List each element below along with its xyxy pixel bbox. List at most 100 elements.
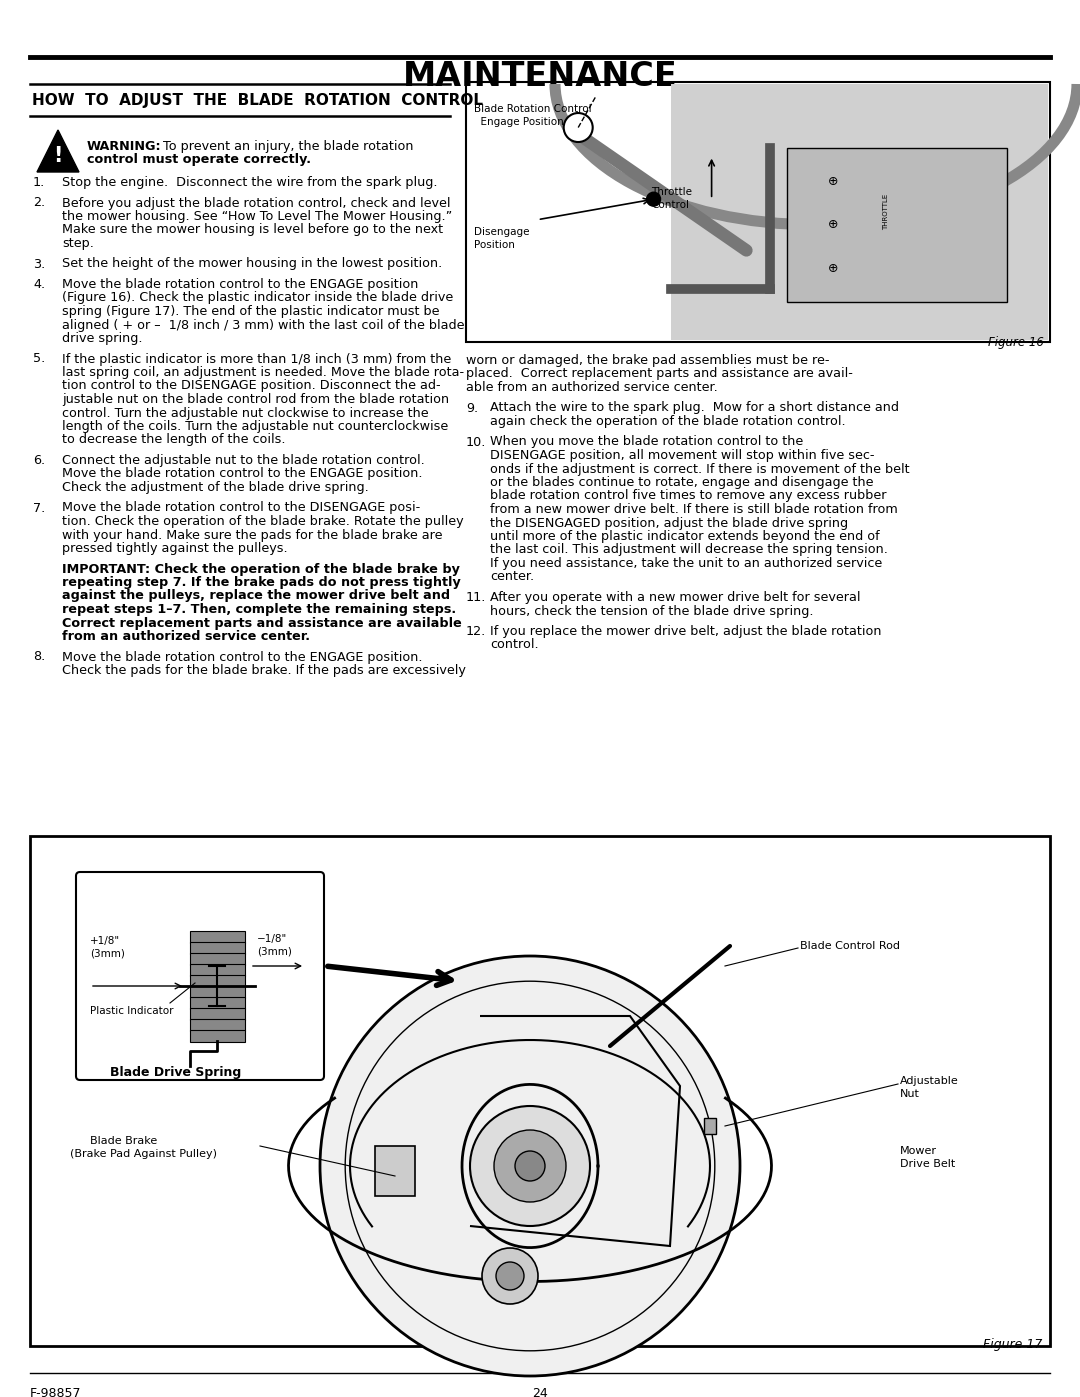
Text: Blade Control Rod: Blade Control Rod	[800, 942, 900, 951]
Text: spring (Figure 17). The end of the plastic indicator must be: spring (Figure 17). The end of the plast…	[62, 305, 440, 319]
Text: Position: Position	[474, 240, 515, 250]
Text: from a new mower drive belt. If there is still blade rotation from: from a new mower drive belt. If there is…	[490, 503, 897, 515]
Bar	[190, 930, 245, 943]
Text: (3mm): (3mm)	[257, 947, 292, 957]
Text: 7.: 7.	[33, 502, 45, 514]
Text: Check the adjustment of the blade drive spring.: Check the adjustment of the blade drive …	[62, 481, 368, 495]
Text: 24: 24	[532, 1387, 548, 1397]
Text: the mower housing. See “How To Level The Mower Housing.”: the mower housing. See “How To Level The…	[62, 210, 453, 224]
Text: Move the blade rotation control to the ENGAGE position.: Move the blade rotation control to the E…	[62, 468, 422, 481]
Text: with your hand. Make sure the pads for the blade brake are: with your hand. Make sure the pads for t…	[62, 528, 443, 542]
Text: tion control to the DISENGAGE position. Disconnect the ad-: tion control to the DISENGAGE position. …	[62, 380, 441, 393]
Text: Attach the wire to the spark plug.  Mow for a short distance and: Attach the wire to the spark plug. Mow f…	[490, 401, 899, 415]
Bar	[190, 997, 245, 1009]
Text: Throttle: Throttle	[651, 187, 692, 197]
Text: 10.: 10.	[465, 436, 486, 448]
Bar	[190, 1030, 245, 1042]
Text: Mower: Mower	[900, 1146, 937, 1155]
Text: 1.: 1.	[33, 176, 45, 189]
Circle shape	[564, 113, 593, 142]
Text: center.: center.	[490, 570, 535, 584]
Text: step.: step.	[62, 237, 94, 250]
Text: placed.  Correct replacement parts and assistance are avail-: placed. Correct replacement parts and as…	[465, 367, 853, 380]
Bar	[375, 1146, 415, 1196]
Text: tion. Check the operation of the blade brake. Rotate the pulley: tion. Check the operation of the blade b…	[62, 515, 463, 528]
Text: from an authorized service center.: from an authorized service center.	[62, 630, 310, 643]
Text: control. Turn the adjustable nut clockwise to increase the: control. Turn the adjustable nut clockwi…	[62, 407, 429, 419]
Text: 6.: 6.	[33, 454, 45, 467]
Text: control must operate correctly.: control must operate correctly.	[87, 154, 311, 166]
Bar	[190, 964, 245, 977]
Text: drive spring.: drive spring.	[62, 332, 143, 345]
Bar	[671, 84, 1048, 339]
Text: Connect the adjustable nut to the blade rotation control.: Connect the adjustable nut to the blade …	[62, 454, 424, 467]
Text: repeat steps 1–7. Then, complete the remaining steps.: repeat steps 1–7. Then, complete the rem…	[62, 604, 456, 616]
Bar	[190, 953, 245, 965]
Text: able from an authorized service center.: able from an authorized service center.	[465, 381, 718, 394]
Text: !: !	[53, 147, 63, 166]
Text: Engage Position: Engage Position	[474, 117, 564, 127]
Text: Before you adjust the blade rotation control, check and level: Before you adjust the blade rotation con…	[62, 197, 450, 210]
Text: last spring coil, an adjustment is needed. Move the blade rota-: last spring coil, an adjustment is neede…	[62, 366, 464, 379]
Text: MAINTENANCE: MAINTENANCE	[403, 60, 677, 92]
Circle shape	[647, 193, 661, 207]
Bar	[787, 148, 1008, 302]
Text: 2.: 2.	[33, 197, 45, 210]
Text: hours, check the tension of the blade drive spring.: hours, check the tension of the blade dr…	[490, 605, 813, 617]
Text: 4.: 4.	[33, 278, 45, 291]
Circle shape	[482, 1248, 538, 1303]
Text: Move the blade rotation control to the ENGAGE position.: Move the blade rotation control to the E…	[62, 651, 422, 664]
Text: DISENGAGE position, all movement will stop within five sec-: DISENGAGE position, all movement will st…	[490, 448, 875, 462]
Text: Blade Rotation Control: Blade Rotation Control	[474, 103, 592, 115]
FancyBboxPatch shape	[76, 872, 324, 1080]
Text: (Figure 16). Check the plastic indicator inside the blade drive: (Figure 16). Check the plastic indicator…	[62, 292, 454, 305]
Text: 8.: 8.	[33, 651, 45, 664]
Text: After you operate with a new mower drive belt for several: After you operate with a new mower drive…	[490, 591, 861, 604]
Text: blade rotation control five times to remove any excess rubber: blade rotation control five times to rem…	[490, 489, 887, 503]
Text: +1/8": +1/8"	[90, 936, 120, 946]
Circle shape	[515, 1151, 545, 1180]
Text: If you replace the mower drive belt, adjust the blade rotation: If you replace the mower drive belt, adj…	[490, 624, 881, 638]
Text: Drive Belt: Drive Belt	[900, 1160, 955, 1169]
Text: control.: control.	[490, 638, 539, 651]
Text: against the pulleys, replace the mower drive belt and: against the pulleys, replace the mower d…	[62, 590, 450, 602]
Text: (3mm): (3mm)	[90, 949, 125, 958]
Text: When you move the blade rotation control to the: When you move the blade rotation control…	[490, 436, 804, 448]
Bar	[190, 1018, 245, 1031]
Text: F-98857: F-98857	[30, 1387, 81, 1397]
Bar	[190, 942, 245, 954]
Text: Set the height of the mower housing in the lowest position.: Set the height of the mower housing in t…	[62, 257, 442, 271]
Text: the last coil. This adjustment will decrease the spring tension.: the last coil. This adjustment will decr…	[490, 543, 888, 556]
Text: Stop the engine.  Disconnect the wire from the spark plug.: Stop the engine. Disconnect the wire fro…	[62, 176, 437, 189]
Text: Figure 17: Figure 17	[983, 1338, 1042, 1351]
Text: or the blades continue to rotate, engage and disengage the: or the blades continue to rotate, engage…	[490, 476, 874, 489]
Text: Control: Control	[651, 200, 689, 210]
Text: until more of the plastic indicator extends beyond the end of: until more of the plastic indicator exte…	[490, 529, 879, 543]
Polygon shape	[37, 130, 79, 172]
Text: again check the operation of the blade rotation control.: again check the operation of the blade r…	[490, 415, 846, 427]
Circle shape	[320, 956, 740, 1376]
Text: justable nut on the blade control rod from the blade rotation: justable nut on the blade control rod fr…	[62, 393, 449, 407]
Text: If you need assistance, take the unit to an authorized service: If you need assistance, take the unit to…	[490, 557, 882, 570]
Text: Adjustable: Adjustable	[900, 1076, 959, 1085]
Text: repeating step 7. If the brake pads do not press tightly: repeating step 7. If the brake pads do n…	[62, 576, 461, 590]
Text: WARNING:: WARNING:	[87, 140, 162, 154]
Circle shape	[494, 1130, 566, 1201]
Text: 3.: 3.	[33, 257, 45, 271]
Text: Move the blade rotation control to the ENGAGE position: Move the blade rotation control to the E…	[62, 278, 418, 291]
Text: 9.: 9.	[465, 401, 478, 415]
Text: (Brake Pad Against Pulley): (Brake Pad Against Pulley)	[70, 1148, 217, 1160]
Bar	[704, 1118, 716, 1134]
Bar	[190, 986, 245, 997]
Text: Correct replacement parts and assistance are available: Correct replacement parts and assistance…	[62, 616, 462, 630]
Text: To prevent an injury, the blade rotation: To prevent an injury, the blade rotation	[159, 140, 414, 154]
Text: ⊕: ⊕	[828, 175, 839, 187]
Text: pressed tightly against the pulleys.: pressed tightly against the pulleys.	[62, 542, 287, 555]
Bar	[190, 975, 245, 988]
Text: ⊕: ⊕	[828, 218, 839, 232]
Bar	[465, 82, 1050, 342]
Text: worn or damaged, the brake pad assemblies must be re-: worn or damaged, the brake pad assemblie…	[465, 353, 829, 367]
Text: Nut: Nut	[900, 1090, 920, 1099]
Text: aligned ( + or –  1/8 inch / 3 mm) with the last coil of the blade: aligned ( + or – 1/8 inch / 3 mm) with t…	[62, 319, 464, 331]
Text: 11.: 11.	[465, 591, 486, 604]
